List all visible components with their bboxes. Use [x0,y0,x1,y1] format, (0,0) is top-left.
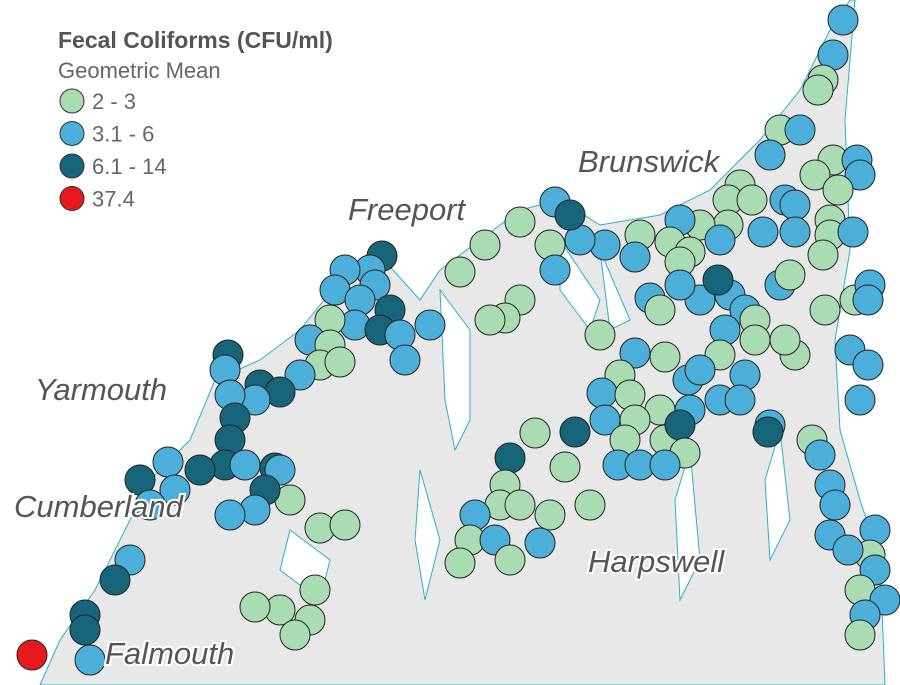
station-marker [214,499,246,531]
station-marker [229,449,261,481]
station-marker [747,216,779,248]
station-marker [414,309,446,341]
station-marker [584,319,616,351]
station-marker [299,574,331,606]
station-marker [664,409,696,441]
legend-label: 2 - 3 [92,89,136,114]
station-marker [644,294,676,326]
station-marker [822,174,854,206]
station-marker [827,4,859,36]
station-marker [539,254,571,286]
station-marker [279,619,311,651]
station-marker [69,614,101,646]
station-marker [619,337,651,369]
station-marker [809,294,841,326]
station-marker [779,216,811,248]
station-marker [649,341,681,373]
station-marker [324,346,356,378]
station-marker [494,442,526,474]
legend-swatch [59,153,85,179]
station-marker [16,639,48,671]
legend-subtitle: Geometric Mean [58,58,221,83]
place-label: Cumberland [14,489,185,524]
station-marker [799,159,831,191]
station-marker [649,449,681,481]
station-marker [239,591,271,623]
station-marker [802,74,834,106]
station-marker [474,304,506,336]
station-marker [329,509,361,541]
station-marker [844,384,876,416]
legend: Fecal Coliforms (CFU/ml) Geometric Mean … [58,27,333,212]
station-marker [852,284,884,316]
station-marker [852,349,884,381]
station-marker [504,489,536,521]
station-marker [554,199,586,231]
station-marker [99,564,131,596]
station-marker [152,446,184,478]
station-marker [779,189,811,221]
legend-title: Fecal Coliforms (CFU/ml) [58,27,333,53]
station-marker [504,206,536,238]
station-marker [769,324,801,356]
legend-label: 37.4 [92,187,135,212]
station-marker [134,489,166,521]
station-marker [844,619,876,651]
station-marker [837,216,869,248]
station-marker [524,527,556,559]
station-marker [702,264,734,296]
legend-swatch [59,121,85,146]
station-marker [819,489,851,521]
station-marker [519,417,551,449]
place-label: Brunswick [578,144,721,179]
legend-swatch [59,88,85,114]
station-marker [284,359,316,391]
station-marker [664,269,696,301]
station-marker [832,534,864,566]
station-marker [389,344,421,376]
station-marker [774,259,806,291]
station-marker [469,229,501,261]
station-marker [559,416,591,448]
station-marker [74,644,106,676]
station-marker [586,377,618,409]
stations [16,4,900,676]
station-marker [754,139,786,171]
station-marker [844,159,876,191]
station-marker [739,324,771,356]
station-marker [704,224,736,256]
station-marker [684,354,716,386]
legend-label: 6.1 - 14 [92,154,167,179]
station-marker [804,439,836,471]
place-label: Freeport [348,192,467,227]
place-label: Yarmouth [35,372,167,407]
place-label: Falmouth [105,636,234,671]
station-marker [619,241,651,273]
station-marker [807,239,839,271]
station-marker [444,256,476,288]
station-marker [549,451,581,483]
station-marker [534,499,566,531]
place-label: Harpswell [588,544,725,579]
station-marker [736,184,768,216]
station-marker [724,384,756,416]
station-marker [574,489,606,521]
station-marker [494,544,526,576]
station-marker [444,547,476,579]
station-marker [184,454,216,486]
station-marker [159,474,191,506]
legend-label: 3.1 - 6 [92,122,154,147]
station-marker [752,416,784,448]
station-marker [784,114,816,146]
legend-swatch [59,186,85,211]
